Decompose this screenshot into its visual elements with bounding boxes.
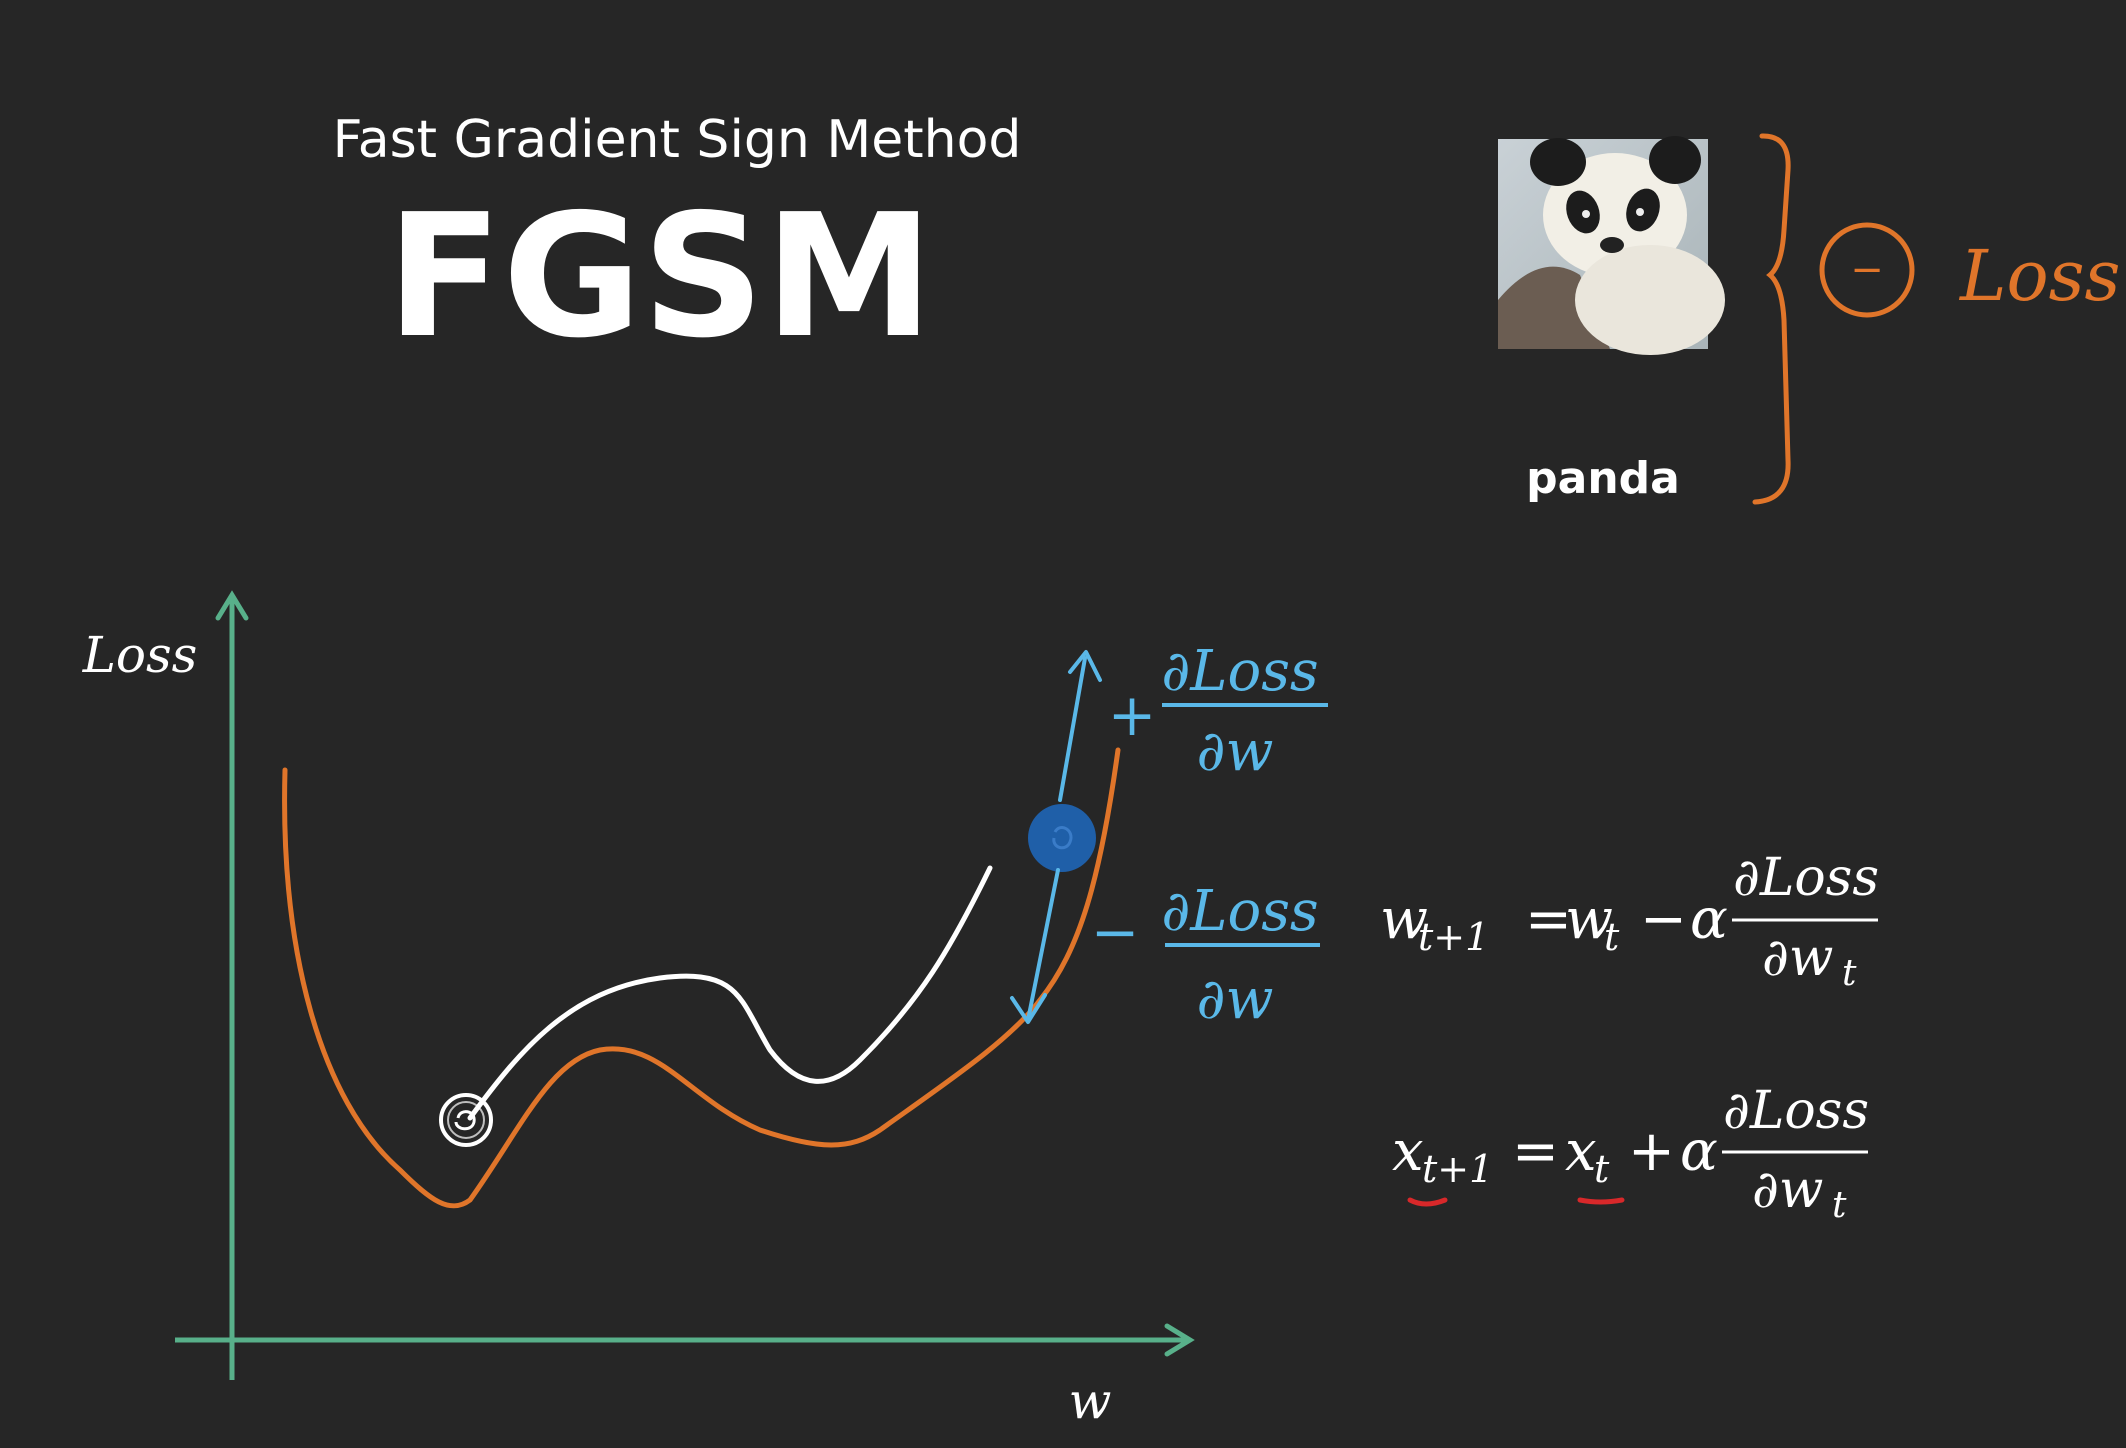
eq1-lhs: w <box>1380 887 1428 952</box>
minus-sign: − <box>1091 898 1140 966</box>
gradient-arrows <box>1010 650 1102 1024</box>
plus-sign: + <box>1108 681 1157 749</box>
y-axis-arrowhead <box>215 590 249 621</box>
eq2-equals: = <box>1512 1119 1559 1184</box>
minus-circle <box>1819 222 1915 318</box>
weight-update-equation: w t+1 = w t − α ∂Loss ∂w t <box>1380 848 1879 994</box>
x-axis-arrowhead <box>1164 1323 1195 1357</box>
y-axis-label: Loss <box>82 626 198 684</box>
eq2-rhs-underline <box>1577 1197 1625 1205</box>
current-point-ball <box>1028 804 1096 872</box>
current-point-swirl <box>1052 826 1073 850</box>
panda-image <box>1498 136 1725 355</box>
eq1-alpha: α <box>1690 887 1728 952</box>
eq2-denominator-subscript: t <box>1832 1185 1847 1226</box>
adversarial-path <box>467 865 993 1121</box>
eq1-denominator-subscript: t <box>1842 953 1857 994</box>
start-ball <box>439 1093 493 1147</box>
x-axis-label: w <box>1069 1372 1112 1430</box>
eq1-rhs-subscript: t <box>1604 915 1620 959</box>
loss-annotation: Loss <box>1958 235 2120 317</box>
curly-brace <box>1752 133 1791 505</box>
eq1-operator: − <box>1640 887 1687 952</box>
minus-gradient-numerator: ∂Loss <box>1161 879 1318 944</box>
page-title: FGSM <box>386 178 933 376</box>
input-update-equation: x t+1 = x t + α ∂Loss ∂w t <box>1392 1081 1869 1226</box>
panda-label: panda <box>1526 453 1680 504</box>
eq2-rhs-subscript: t <box>1594 1147 1610 1191</box>
eq2-lhs-underline <box>1407 1197 1448 1207</box>
eq2-denominator: ∂w <box>1752 1160 1823 1220</box>
eq1-equals: = <box>1525 887 1572 952</box>
plus-gradient-denominator: ∂w <box>1197 719 1274 784</box>
eq1-numerator: ∂Loss <box>1733 848 1879 908</box>
minus-symbol: − <box>1850 247 1884 293</box>
eq1-rhs-var: w <box>1565 887 1613 952</box>
eq2-lhs-subscript: t+1 <box>1422 1147 1493 1191</box>
eq2-alpha: α <box>1680 1119 1718 1184</box>
eq2-rhs-var: x <box>1565 1119 1597 1184</box>
eq2-lhs: x <box>1392 1119 1424 1184</box>
eq2-numerator: ∂Loss <box>1723 1081 1869 1141</box>
minus-gradient-denominator: ∂w <box>1197 967 1274 1032</box>
plus-gradient-numerator: ∂Loss <box>1161 639 1318 704</box>
graph-axes <box>175 590 1195 1380</box>
eq1-denominator: ∂w <box>1762 928 1833 988</box>
eq2-operator: + <box>1628 1119 1675 1184</box>
eq1-lhs-subscript: t+1 <box>1418 915 1489 959</box>
subtitle: Fast Gradient Sign Method <box>333 110 1022 170</box>
